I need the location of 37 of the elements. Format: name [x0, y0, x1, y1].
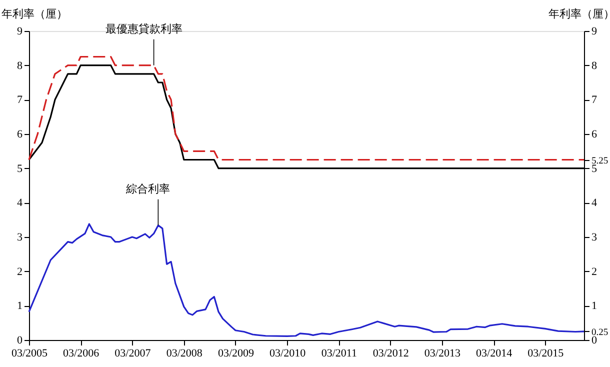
x-tick-label: 03/2007 [114, 348, 152, 360]
x-tick-label: 03/2005 [11, 348, 48, 360]
x-tick-label: 03/2015 [528, 348, 564, 360]
x-tick-label: 03/2006 [63, 348, 100, 360]
x-tick-label: 03/2013 [424, 348, 461, 360]
annotation: 最優惠貸款利率 [105, 22, 182, 36]
y2-tick-label: 7 [592, 94, 598, 106]
line-series [28, 56, 585, 161]
x-tick-label: 03/2011 [321, 348, 357, 360]
y-tick-label: 7 [17, 94, 23, 106]
line-series [28, 223, 585, 338]
x-tick-label: 03/2010 [270, 348, 306, 360]
annotation: 綜合利率 [125, 182, 170, 196]
y-tick-label: 2 [17, 266, 22, 278]
y-tick-label: 8 [17, 60, 23, 72]
y-tick-label: 4 [17, 197, 23, 210]
y-tick-label: 6 [17, 128, 23, 140]
y-tick-label: 0 [17, 334, 23, 346]
x-tick-label: 03/2009 [218, 348, 255, 360]
x-tick-label: 03/2012 [372, 348, 409, 360]
y2-tick-label: 0 [592, 334, 598, 346]
y2-tick-label: 4 [592, 197, 598, 210]
y2-axis-title: 年利率（厘） [548, 8, 610, 20]
y-tick-label: 5 [17, 162, 23, 175]
y-tick-label: 1 [17, 300, 22, 312]
x-tick-label: 03/2008 [166, 348, 203, 360]
y2-tick-label: 8 [592, 60, 598, 72]
y2-tick-label: 9 [592, 26, 598, 38]
y2-tick-label: 6 [592, 128, 598, 140]
y2-tick-label: 5 [592, 162, 598, 175]
y2-tick-label: 1 [592, 300, 597, 312]
x-tick-label: 03/2014 [476, 348, 513, 360]
y2-tick-label: 3 [592, 232, 598, 244]
y-axis-title: 年利率（厘） [2, 8, 68, 20]
y-tick-label: 3 [17, 232, 23, 244]
y2-tick-label: 2 [592, 266, 597, 278]
y-tick-label: 9 [17, 26, 23, 38]
